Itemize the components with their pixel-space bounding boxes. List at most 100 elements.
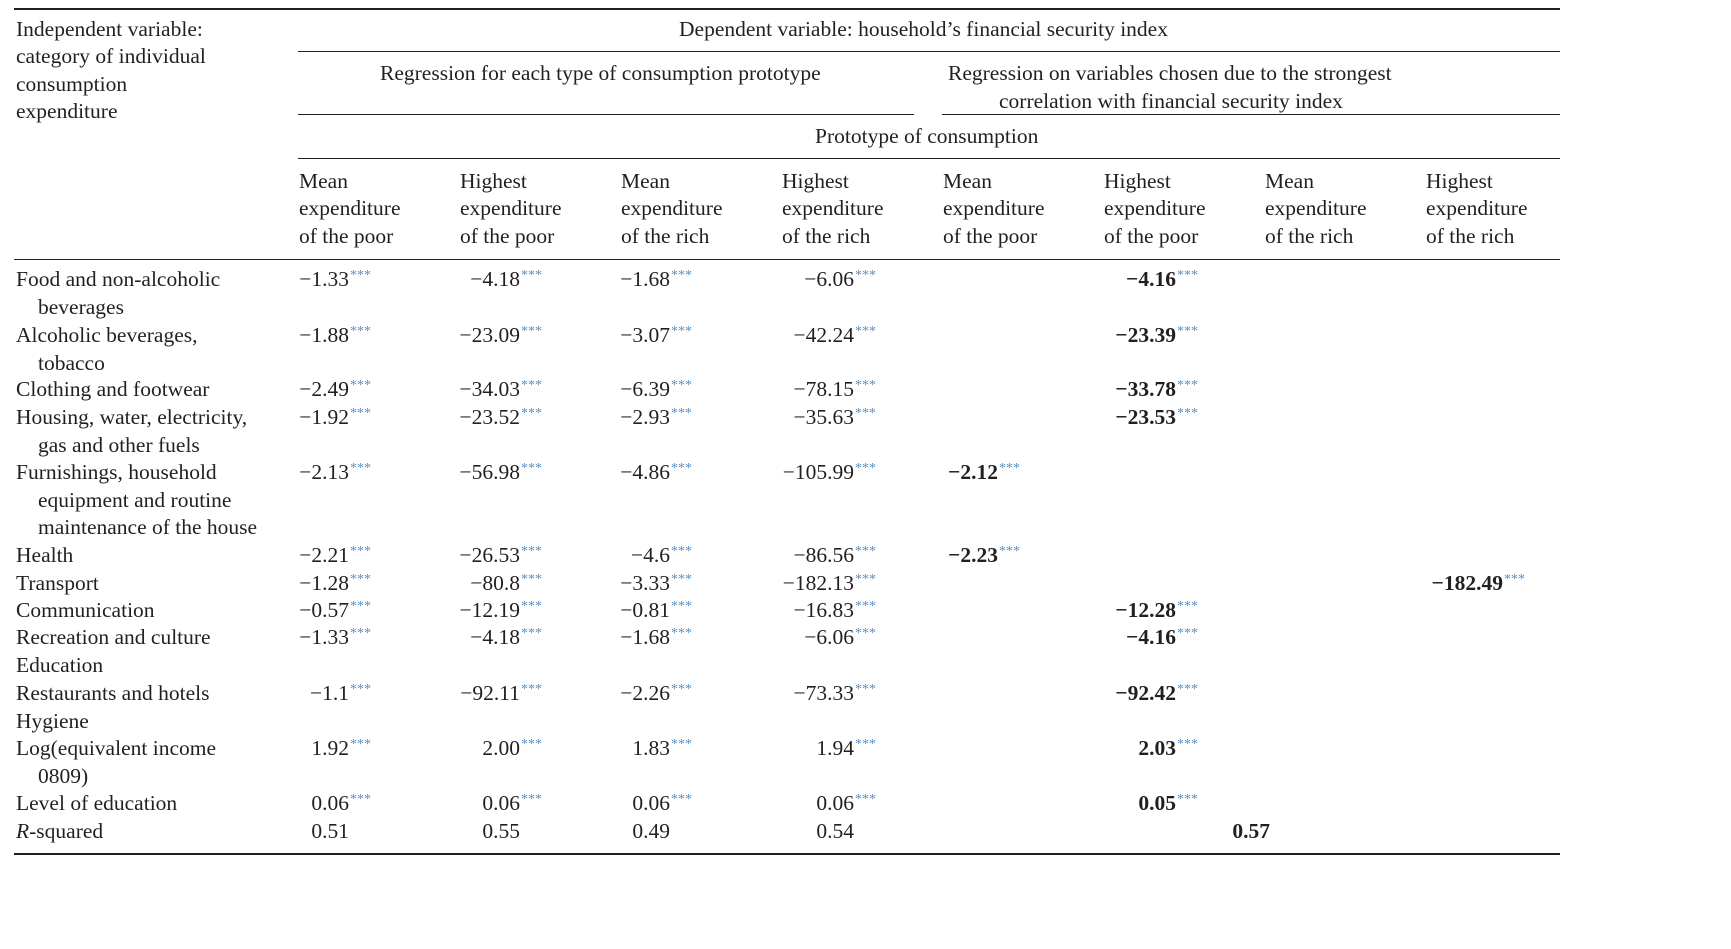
table-cell: 1.92 ***	[311, 733, 371, 763]
table-cell: −23.53 ***	[1115, 402, 1198, 432]
table-cell: −1.68 ***	[620, 264, 692, 294]
cell-value: −0.57	[299, 598, 349, 622]
table-cell: −33.78 ***	[1115, 374, 1198, 404]
column-header-line: Mean	[621, 169, 670, 193]
cell-value: 1.92	[311, 736, 349, 760]
cell-value: −6.06	[804, 625, 854, 649]
cell-value: −23.39	[1115, 323, 1176, 347]
table-cell: −73.33 ***	[793, 678, 876, 708]
table-cell: −1.92 ***	[299, 402, 371, 432]
row-label-line: Housing, water, electricity,	[16, 405, 248, 429]
table-cell: −92.42 ***	[1115, 678, 1198, 708]
table-cell: −2.12 ***	[948, 457, 1020, 487]
significance-marker: ***	[855, 737, 876, 752]
significance-marker: ***	[671, 682, 692, 697]
table-cell: −6.06 ***	[804, 264, 876, 294]
cell-value: −42.24	[793, 323, 854, 347]
significance-marker: ***	[671, 737, 692, 752]
row-label-line: tobacco	[38, 350, 105, 375]
corner-header-line: expenditure	[16, 99, 118, 123]
cell-value: −4.18	[470, 267, 520, 291]
table-cell: −86.56 ***	[793, 540, 876, 570]
cell-value: −26.53	[459, 543, 520, 567]
prototype-header: Prototype of consumption	[815, 124, 1039, 148]
column-header-line: Highest	[1426, 169, 1493, 193]
column-header-line: of the rich	[621, 224, 710, 248]
cell-value: −34.03	[459, 377, 520, 401]
significance-marker: ***	[671, 378, 692, 393]
significance-marker: ***	[855, 792, 876, 807]
table-cell: 2.00 ***	[482, 733, 542, 763]
table-cell: −1.33 ***	[299, 264, 371, 294]
significance-marker: ***	[1177, 324, 1198, 339]
cell-value: −56.98	[459, 460, 520, 484]
cell-value: −78.15	[793, 377, 854, 401]
significance-marker: ***	[521, 572, 542, 587]
significance-marker: ***	[521, 599, 542, 614]
cell-value: 2.03	[1138, 736, 1176, 760]
column-header-line: expenditure	[943, 196, 1045, 220]
significance-marker: ***	[521, 737, 542, 752]
table-cell: −23.52 ***	[459, 402, 542, 432]
column-header-line: of the poor	[460, 224, 555, 248]
table-cell: −4.16 ***	[1126, 264, 1198, 294]
cell-value: −105.99	[782, 460, 854, 484]
cell-value: 1.94	[816, 736, 854, 760]
r-squared-value: 0.54	[816, 819, 854, 843]
table-cell: 0.06 ***	[632, 788, 692, 818]
row-label-line: Furnishings, household	[16, 460, 217, 484]
column-header-line: Highest	[460, 169, 527, 193]
r-squared-value: 0.49	[632, 819, 670, 843]
significance-marker: ***	[999, 544, 1020, 559]
cell-value: −92.11	[460, 681, 520, 705]
cell-value: −4.16	[1126, 267, 1176, 291]
column-header-line: Mean	[1265, 169, 1314, 193]
cell-value: −92.42	[1115, 681, 1176, 705]
table-cell: −34.03 ***	[459, 374, 542, 404]
row-label-line: Education	[16, 653, 104, 677]
significance-marker: ***	[855, 461, 876, 476]
significance-marker: ***	[671, 406, 692, 421]
column-header-line: Highest	[782, 169, 849, 193]
cell-value: −1.33	[299, 267, 349, 291]
cell-value: −6.39	[620, 377, 670, 401]
significance-marker: ***	[999, 461, 1020, 476]
cell-value: −2.12	[948, 460, 998, 484]
cell-value: −1.1	[309, 681, 349, 705]
table-cell: −35.63 ***	[793, 402, 876, 432]
table-cell: −0.81 ***	[620, 595, 692, 625]
table-cell: −6.06 ***	[804, 622, 876, 652]
cell-value: −12.19	[459, 598, 520, 622]
table-cell: −2.21 ***	[299, 540, 371, 570]
table-cell: −4.18 ***	[470, 622, 542, 652]
table-cell: −2.23 ***	[948, 540, 1020, 570]
row-label-line: Recreation and culture	[16, 625, 211, 649]
significance-marker: ***	[1177, 737, 1198, 752]
cell-value: −12.28	[1115, 598, 1176, 622]
cell-value: −2.23	[948, 543, 998, 567]
row-label-line: Restaurants and hotels	[16, 681, 210, 705]
cell-value: −182.13	[782, 571, 854, 595]
cell-value: 0.06	[482, 791, 520, 815]
table-cell: −105.99 ***	[782, 457, 876, 487]
cell-value: −2.13	[299, 460, 349, 484]
column-header-line: of the rich	[1265, 224, 1354, 248]
cell-value: −16.83	[793, 598, 854, 622]
cell-value: −35.63	[793, 405, 854, 429]
row-label-line: gas and other fuels	[38, 432, 200, 457]
cell-value: −73.33	[793, 681, 854, 705]
significance-marker: ***	[350, 461, 371, 476]
cell-value: −4.16	[1126, 625, 1176, 649]
significance-marker: ***	[350, 792, 371, 807]
table-cell: −56.98 ***	[459, 457, 542, 487]
table-cell: −4.6 ***	[631, 540, 692, 570]
significance-marker: ***	[855, 544, 876, 559]
row-label-line: beverages	[38, 294, 124, 319]
table-cell: −2.49 ***	[299, 374, 371, 404]
cell-value: −6.06	[804, 267, 854, 291]
cell-value: −4.86	[620, 460, 670, 484]
table-cell: −182.49 ***	[1432, 568, 1525, 598]
cell-value: −2.93	[620, 405, 670, 429]
significance-marker: ***	[350, 599, 371, 614]
significance-marker: ***	[671, 324, 692, 339]
